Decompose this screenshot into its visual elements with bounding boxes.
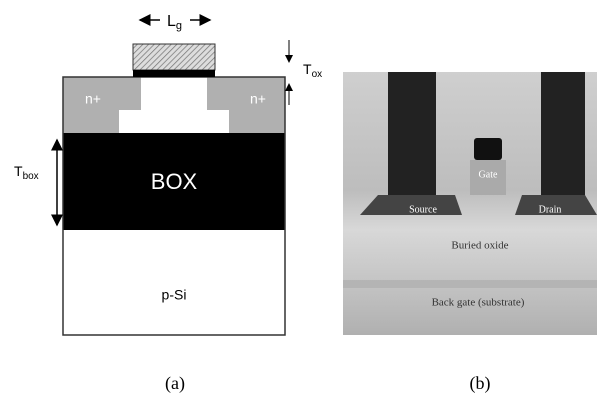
box-thickness-label: Tbox: [14, 163, 39, 182]
caption: (b): [470, 373, 491, 394]
drain-label: Drain: [539, 204, 562, 215]
interface: [343, 280, 597, 288]
page: {"panel_a": { "gate_length": {"main": "L…: [0, 0, 597, 410]
gate-oxide: [133, 70, 215, 77]
tem-image: Gate Source Drain Buried oxide Back gate…: [343, 72, 597, 394]
contact: [388, 72, 436, 197]
contact: [541, 72, 585, 197]
gate-length-label: Lg: [167, 13, 182, 32]
oxide-thickness-label: Tox: [303, 61, 322, 80]
figure: Lg Tox Tbox n+ n+ BOX p-Si (a) Gate Sour…: [0, 0, 597, 410]
gate-label: Gate: [479, 169, 498, 180]
back-gate-label: Back gate (substrate): [432, 297, 525, 309]
source-label: Source: [409, 204, 437, 215]
caption: (a): [165, 373, 185, 394]
source-label: n+: [85, 91, 101, 107]
gate: [133, 44, 215, 70]
box-label: BOX: [151, 169, 198, 194]
drain-label: n+: [250, 91, 266, 107]
device-cross-section: Lg Tox Tbox n+ n+ BOX p-Si (a): [14, 13, 322, 394]
substrate-layer: [63, 230, 285, 335]
buried-oxide-label: Buried oxide: [451, 240, 508, 252]
gate: [474, 138, 502, 160]
substrate-label: p-Si: [162, 287, 187, 303]
